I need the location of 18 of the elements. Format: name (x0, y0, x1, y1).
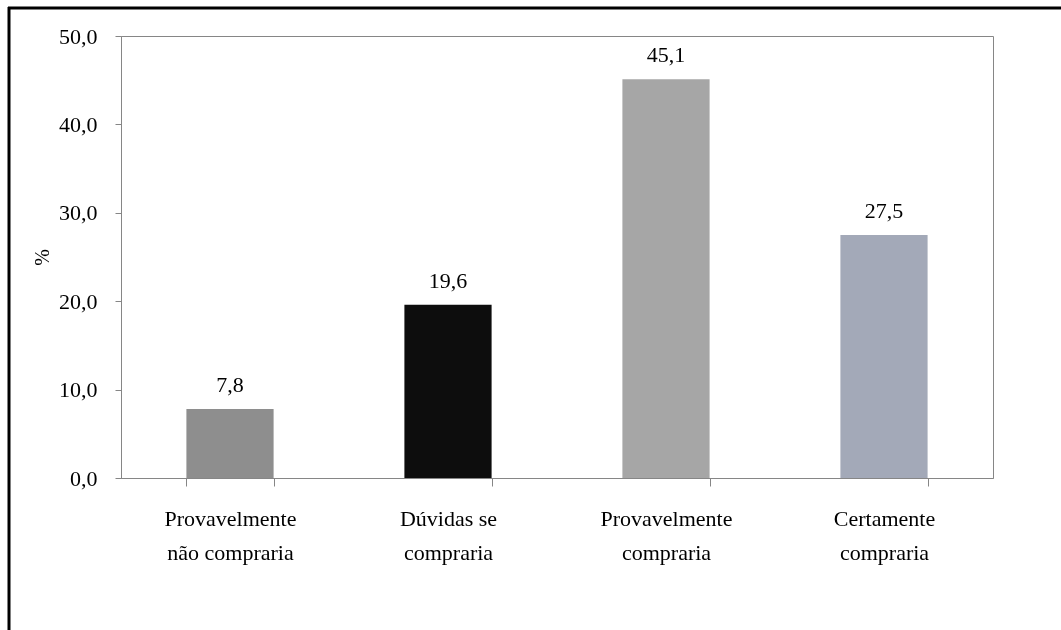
data-label: 45,1 (646, 42, 686, 68)
y-axis-title: % (31, 249, 53, 266)
data-label: 7,8 (216, 372, 244, 398)
x-tick-label: Dúvidas se compraria (399, 505, 498, 565)
data-label: 19,6 (428, 267, 468, 293)
data-label: 27,5 (864, 197, 904, 223)
y-tick-label: 50,0 (59, 23, 98, 49)
bar (840, 234, 928, 478)
y-tick-label: 0,0 (70, 465, 98, 491)
x-tick-label: Certamente compraria (833, 505, 936, 565)
bar (622, 79, 710, 478)
y-tick-label: 30,0 (59, 200, 98, 226)
y-tick-label: 10,0 (59, 377, 98, 403)
bar (404, 304, 492, 478)
y-tick-label: 40,0 (59, 111, 98, 137)
x-tick-label: Provavelmente compraria (600, 505, 733, 565)
x-tick-label: Provavelmente não compraria (164, 505, 297, 565)
y-tick-label: 20,0 (59, 288, 98, 314)
